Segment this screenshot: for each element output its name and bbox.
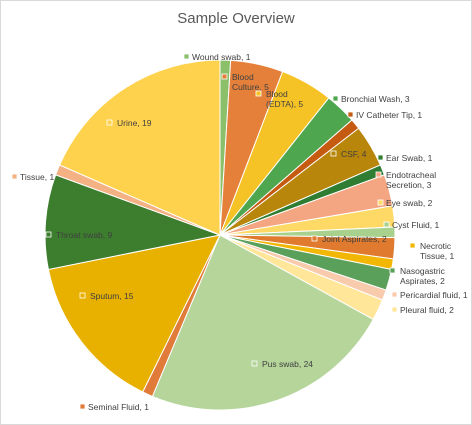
data-label-text: Ear Swab, 1: [386, 153, 433, 163]
label-key-icon: [391, 291, 398, 298]
data-label-text: IV Catheter Tip, 1: [356, 110, 422, 120]
data-label-throat-swab: Throat swab, 9: [45, 230, 112, 240]
data-label-sputum: Sputum, 15: [79, 291, 134, 301]
label-key-icon: [375, 171, 382, 178]
label-key-icon: [330, 150, 337, 157]
data-label-text: Secretion, 3: [386, 180, 432, 190]
data-label-text: Eye swab, 2: [386, 198, 433, 208]
label-key-icon: [183, 53, 190, 60]
data-label-pericardial-fluid: Pericardial fluid, 1: [391, 290, 468, 300]
label-key-icon: [79, 403, 86, 410]
chart-title: Sample Overview: [177, 10, 295, 27]
data-label-blood-edta-: Blood(EDTA), 5: [255, 89, 303, 109]
data-label-tissue: Tissue, 1: [11, 172, 54, 182]
data-label-cyst-fluid: Cyst Fluid, 1: [383, 220, 440, 230]
data-label-text: Cyst Fluid, 1: [392, 220, 440, 230]
data-label-text: Pleural fluid, 2: [400, 305, 454, 315]
data-label-urine: Urine, 19: [106, 118, 152, 128]
data-label-ear-swab: Ear Swab, 1: [377, 153, 433, 163]
data-label-joint-aspirates: Joint Aspirates, 2: [311, 234, 387, 244]
data-label-text: Necrotic: [420, 241, 452, 251]
label-key-icon: [409, 242, 416, 249]
label-key-icon: [221, 73, 228, 80]
data-label-text: CSF, 4: [341, 149, 367, 159]
pie-slice-throat-swab: [44, 174, 222, 271]
label-key-icon: [45, 231, 52, 238]
data-label-pleural-fluid: Pleural fluid, 2: [391, 305, 454, 315]
data-label-text: Aspirates, 2: [400, 276, 445, 286]
data-label-text: Throat swab, 9: [56, 230, 112, 240]
data-label-text: Wound swab, 1: [192, 52, 251, 62]
data-label-text: Nasogastric: [400, 266, 446, 276]
pie-slice-sputum: [47, 234, 221, 393]
data-label-text: Urine, 19: [117, 118, 152, 128]
data-label-text: Joint Aspirates, 2: [322, 234, 387, 244]
data-label-iv-catheter-tip: IV Catheter Tip, 1: [347, 110, 422, 120]
label-key-icon: [255, 90, 262, 97]
label-key-icon: [332, 95, 339, 102]
data-label-text: (EDTA), 5: [266, 99, 303, 109]
data-label-bronchial-wash: Bronchial Wash, 3: [332, 94, 410, 104]
pie-slice-urine: [58, 59, 221, 236]
data-label-text: Pericardial fluid, 1: [400, 290, 468, 300]
data-label-text: Tissue, 1: [420, 251, 454, 261]
data-label-text: Sputum, 15: [90, 291, 134, 301]
label-key-icon: [383, 221, 390, 228]
data-label-text: Pus swab, 24: [262, 359, 313, 369]
label-key-icon: [391, 306, 398, 313]
label-key-icon: [389, 267, 396, 274]
label-key-icon: [377, 199, 384, 206]
data-label-text: Tissue, 1: [20, 172, 54, 182]
label-key-icon: [106, 119, 113, 126]
data-label-csf: CSF, 4: [330, 149, 367, 159]
label-key-icon: [79, 292, 86, 299]
label-key-icon: [377, 154, 384, 161]
data-label-eye-swab: Eye swab, 2: [377, 198, 433, 208]
data-label-text: Bronchial Wash, 3: [341, 94, 410, 104]
data-label-text: Endotracheal: [386, 170, 436, 180]
data-label-text: Culture, 5: [232, 82, 269, 92]
data-label-wound-swab: Wound swab, 1: [183, 52, 251, 62]
label-key-icon: [347, 111, 354, 118]
label-key-icon: [311, 235, 318, 242]
label-key-icon: [11, 173, 18, 180]
data-label-text: Blood: [266, 89, 288, 99]
label-key-icon: [251, 360, 258, 367]
data-label-pus-swab: Pus swab, 24: [251, 359, 313, 369]
data-label-seminal-fluid: Seminal Fluid, 1: [79, 402, 149, 412]
data-label-text: Blood: [232, 72, 254, 82]
pie-slice-pus-swab: [151, 234, 374, 411]
data-label-text: Seminal Fluid, 1: [88, 402, 149, 412]
